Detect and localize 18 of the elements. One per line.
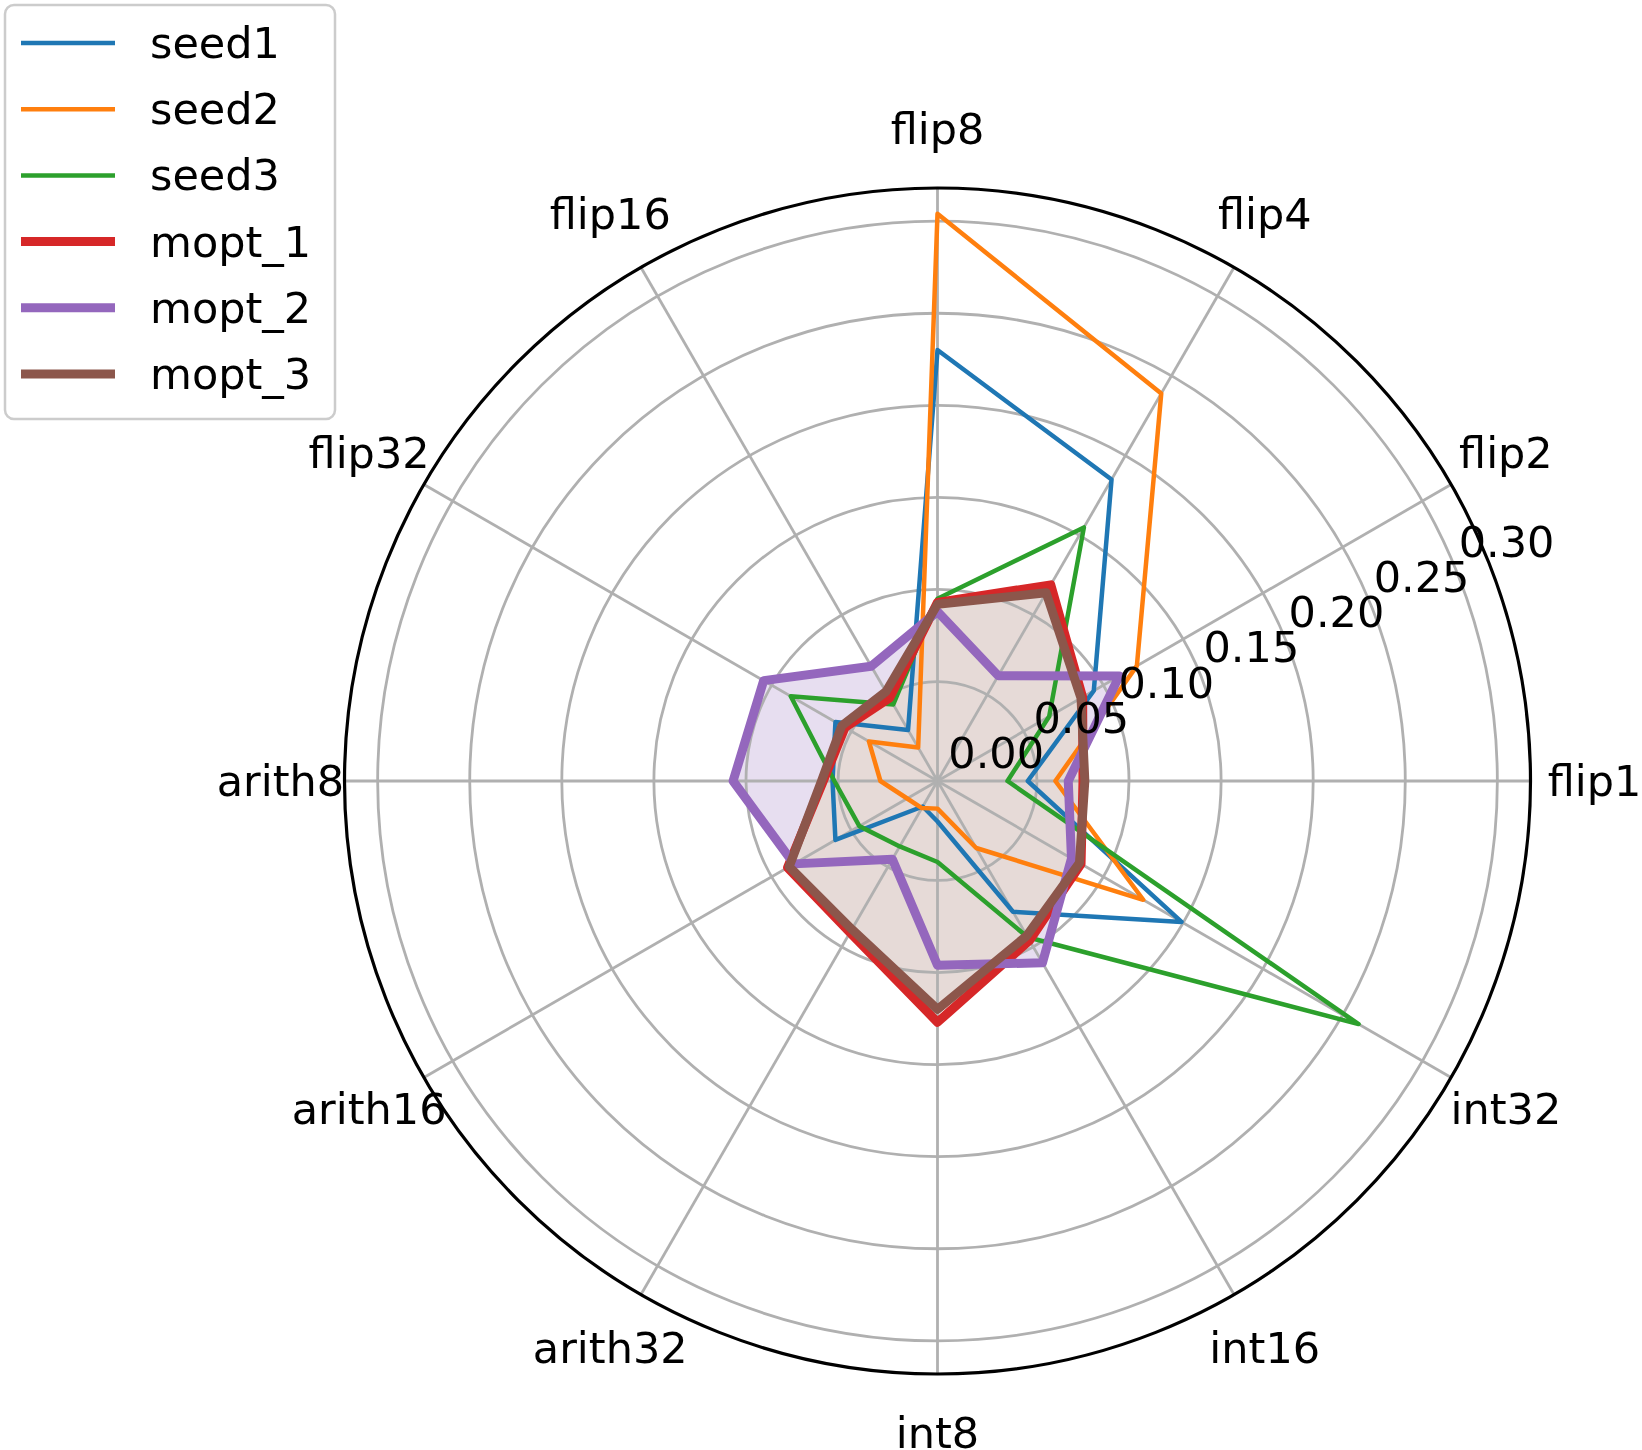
spoke-label: flip8	[890, 104, 985, 154]
spoke-label: arith8	[216, 756, 345, 806]
spoke-label: int16	[1209, 1322, 1321, 1373]
legend-label: seed2	[150, 84, 280, 135]
legend-label: mopt_2	[150, 282, 312, 333]
spoke-label: flip1	[1547, 756, 1642, 806]
spoke-label: flip2	[1459, 427, 1553, 478]
spoke-label: arith16	[291, 1084, 447, 1135]
legend-label: seed1	[150, 18, 280, 68]
spoke-label: flip32	[308, 427, 430, 478]
legend-label: seed3	[150, 150, 280, 201]
spoke-label: flip4	[1217, 189, 1312, 240]
spoke-label: int8	[895, 1408, 980, 1450]
legend-label: mopt_3	[150, 349, 312, 399]
legend-label: mopt_1	[150, 216, 312, 267]
spoke-label: flip16	[549, 189, 671, 240]
spoke-label: arith32	[532, 1322, 688, 1373]
spoke-label: int32	[1450, 1084, 1562, 1135]
